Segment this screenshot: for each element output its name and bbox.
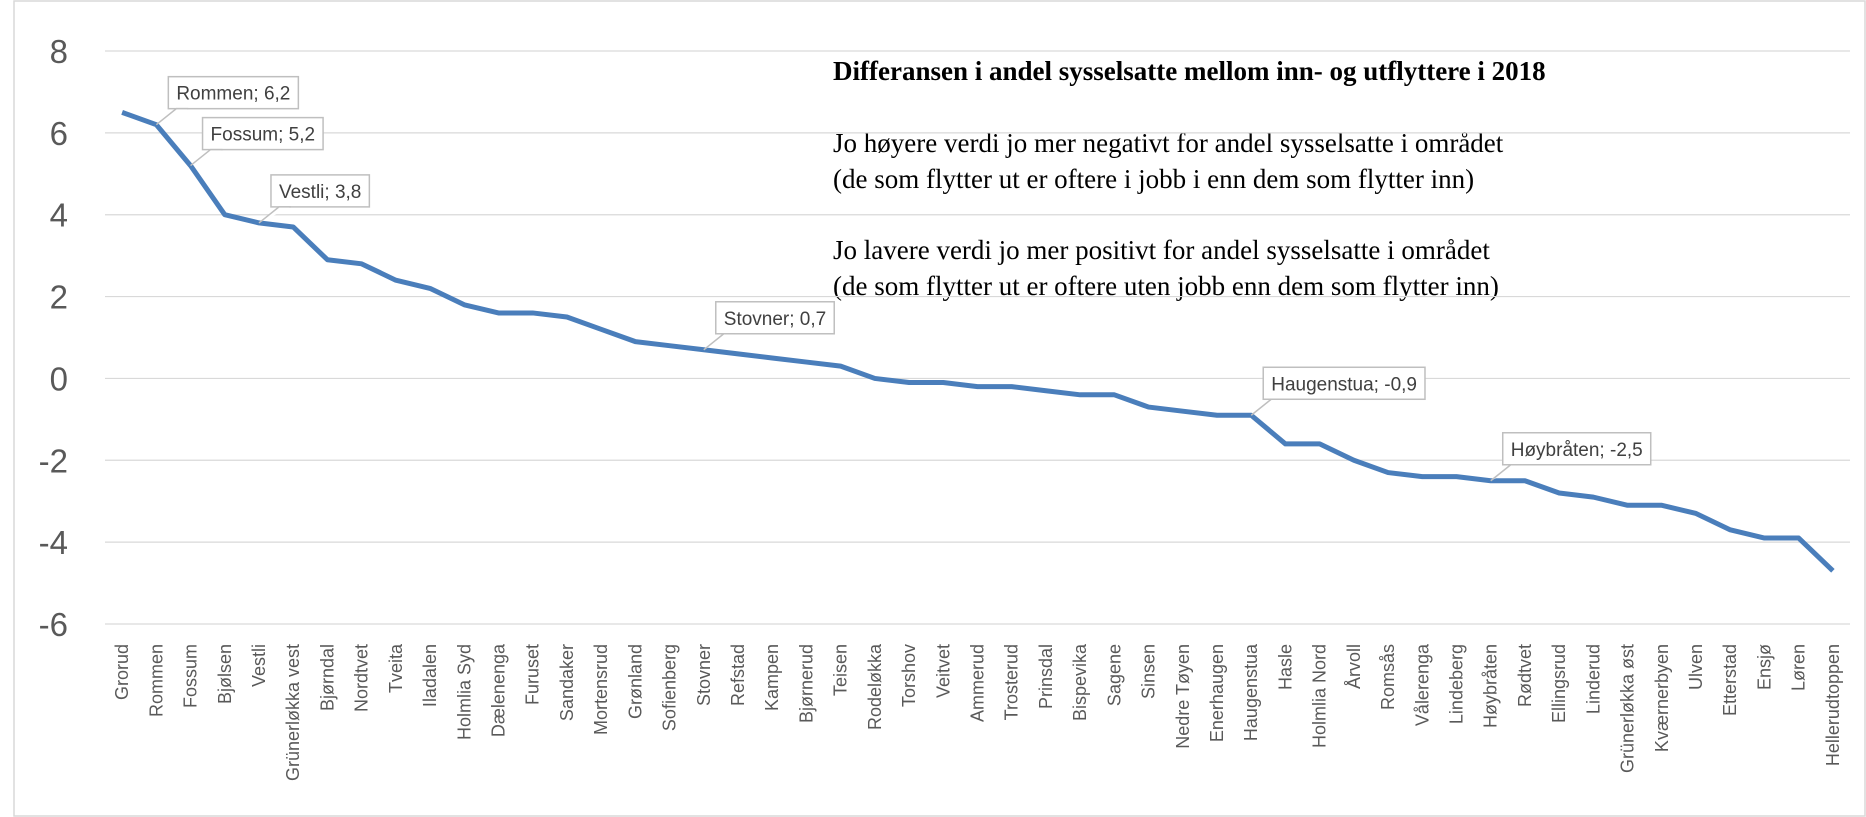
x-tick-label: Linderud (1583, 644, 1603, 714)
y-tick-label: -6 (39, 606, 68, 643)
x-tick-label: Teisen (831, 644, 851, 696)
data-label: Høybråten; -2,5 (1490, 432, 1652, 482)
y-tick-label: 4 (50, 197, 68, 234)
x-tick-label: Bispevika (1070, 643, 1090, 721)
data-label-text: Vestli; 3,8 (279, 182, 361, 203)
x-tick-label: Haugenstua (1241, 643, 1261, 741)
x-tick-label: Furuset (523, 644, 543, 705)
x-tick-label: Holmlia Nord (1310, 644, 1330, 748)
x-tick-label: Tveita (386, 643, 406, 693)
x-tick-label: Vestli (249, 644, 269, 687)
x-tick-label: Høybråten (1481, 644, 1501, 728)
x-tick-label: Vålerenga (1412, 643, 1432, 726)
x-tick-label: Mortensrud (591, 644, 611, 735)
y-tick-label: 6 (50, 115, 68, 152)
x-tick-label: Ulven (1686, 644, 1706, 690)
x-tick-label: Rødtvet (1515, 644, 1535, 707)
x-tick-label: Nordtvet (352, 644, 372, 712)
data-label-box (1501, 432, 1652, 466)
x-tick-label: Bjølsen (215, 644, 235, 704)
annotation: Jo lavere verdi jo mer positivt for ande… (833, 235, 1490, 265)
data-label-pointer (190, 148, 223, 167)
data-label: Vestli; 3,8 (258, 174, 371, 224)
data-label-box (715, 301, 835, 335)
x-tick-label: Hellerudtoppen (1823, 644, 1843, 766)
x-tick-label: Iladalen (420, 644, 440, 707)
x-tick-label: Grønland (625, 644, 645, 719)
data-label-text: Rommen; 6,2 (176, 84, 290, 105)
x-tick-label: Rodeløkka (865, 643, 885, 730)
data-label: Fossum; 5,2 (190, 116, 324, 167)
x-tick-label: Årvoll (1344, 644, 1364, 689)
x-tick-label: Hasle (1275, 644, 1295, 690)
x-tick-label: Prinsdal (1036, 644, 1056, 709)
data-label: Haugenstua; -0,9 (1250, 366, 1426, 416)
data-label-text: Fossum; 5,2 (211, 125, 316, 146)
data-label-text: Stovner; 0,7 (724, 309, 826, 330)
x-tick-label: Dælenenga (488, 643, 508, 737)
data-label-pointer (703, 333, 736, 351)
data-label-box (201, 116, 324, 151)
x-tick-label: Sagene (1104, 644, 1124, 706)
x-tick-label: Torshov (899, 644, 919, 707)
x-tick-label: Grünerløkka øst (1618, 644, 1638, 773)
x-tick-label: Nedre Tøyen (1173, 644, 1193, 749)
chart-title: Differansen i andel sysselsatte mellom i… (833, 56, 1546, 86)
x-tick-label: Veitvet (933, 644, 953, 698)
y-tick-label: -2 (39, 442, 68, 479)
data-label-box (1262, 366, 1426, 401)
x-tick-label: Ammerud (968, 644, 988, 722)
x-tick-label: Ensjø (1754, 644, 1774, 690)
x-tick-label: Kampen (762, 644, 782, 711)
y-tick-label: 2 (50, 279, 68, 316)
x-tick-label: Stovner (694, 644, 714, 706)
x-tick-label: Etterstad (1720, 644, 1740, 716)
annotation: (de som flytter ut er oftere i jobb i en… (833, 164, 1474, 194)
data-label-pointer (258, 206, 291, 224)
x-tick-label: Sofienberg (660, 644, 680, 731)
data-label-box (270, 174, 371, 208)
y-tick-label: 0 (50, 360, 68, 397)
x-tick-label: Grorud (112, 644, 132, 700)
x-tick-label: Sandaker (557, 644, 577, 721)
x-tick-label: Refstad (728, 644, 748, 706)
x-tick-label: Sinsen (1139, 644, 1159, 699)
x-tick-label: Trosterud (1002, 644, 1022, 720)
data-label-pointer (1490, 464, 1523, 482)
x-tick-label: Bjørnerud (796, 644, 816, 723)
y-tick-label: -4 (39, 524, 68, 561)
data-label-pointer (155, 107, 189, 126)
x-tick-label: Bjørndal (317, 644, 337, 711)
x-tick-label: Romsås (1378, 644, 1398, 710)
x-tick-label: Fossum (181, 644, 201, 708)
data-label: Stovner; 0,7 (703, 301, 835, 351)
x-tick-label: Grünerløkka vest (283, 644, 303, 781)
x-tick-label: Ellingsrud (1549, 644, 1569, 723)
x-tick-label: Lindeberg (1447, 644, 1467, 724)
x-tick-label: Kværnerbyen (1652, 644, 1672, 752)
x-tick-label: Rommen (146, 644, 166, 717)
x-tick-label: Holmlia Syd (454, 644, 474, 740)
line-series (121, 110, 1835, 573)
data-label-text: Haugenstua; -0,9 (1271, 374, 1417, 395)
data-label-text: Høybråten; -2,5 (1511, 440, 1643, 461)
data-label: Rommen; 6,2 (155, 75, 300, 126)
x-tick-label: Løren (1789, 644, 1809, 691)
data-label-box (167, 75, 300, 110)
y-tick-label: 8 (50, 33, 68, 70)
data-label-pointer (1250, 398, 1284, 416)
x-tick-label: Enerhaugen (1207, 644, 1227, 742)
